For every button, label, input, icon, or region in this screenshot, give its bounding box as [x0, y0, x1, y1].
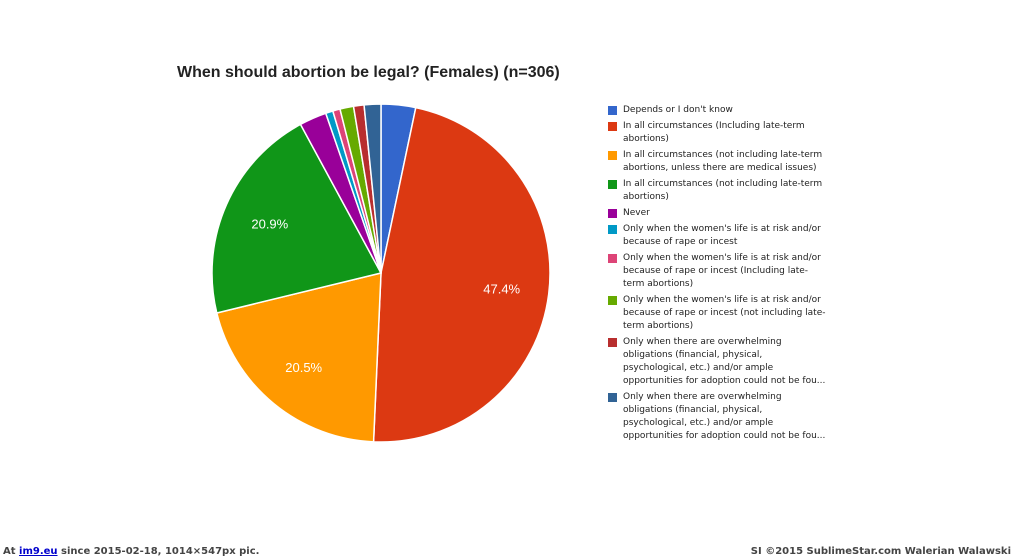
legend-swatch	[608, 254, 617, 263]
legend-label-line: abortions, unless there are medical issu…	[623, 163, 817, 173]
footer-link[interactable]: im9.eu	[19, 546, 58, 557]
legend-label-line: term abortions)	[623, 279, 694, 289]
legend-label: Only when there are overwhelming obligati…	[623, 391, 848, 443]
legend-swatch	[608, 151, 617, 160]
legend-label-line: In all circumstances (Including late-ter…	[623, 121, 805, 131]
pie-slice-10	[363, 103, 382, 274]
legend-label-line: Only when the women's life is at risk an…	[623, 224, 821, 234]
legend-label-line: term abortions)	[623, 321, 694, 331]
legend-item-8: Only when the women's life is at risk an…	[608, 294, 848, 333]
legend-label-line: obligations (financial, physical,	[623, 405, 763, 415]
legend-label-line: because of rape or incest	[623, 237, 738, 247]
legend-swatch	[608, 296, 617, 305]
legend-label-line: In all circumstances (not including late…	[623, 150, 823, 160]
legend-label-line: Depends or I don't know	[623, 105, 733, 115]
legend-swatch	[608, 106, 617, 115]
legend-label-line: psychological, etc.) and/or ample	[623, 418, 774, 428]
legend-item-9: Only when there are overwhelming obligati…	[608, 336, 848, 388]
legend-label-line: opportunities for adoption could not be …	[623, 376, 826, 386]
legend-swatch	[608, 122, 617, 131]
legend-item-5: Never	[608, 207, 848, 220]
legend-label: Depends or I don't know	[623, 104, 848, 117]
legend-label-line: Only when the women's life is at risk an…	[623, 253, 821, 263]
legend-item-7: Only when the women's life is at risk an…	[608, 252, 848, 291]
legend-label-line: abortions)	[623, 192, 669, 202]
legend-item-3: In all circumstances (not including late…	[608, 149, 848, 175]
legend-label: Only when the women's life is at risk an…	[623, 223, 848, 249]
legend-item-4: In all circumstances (not including late…	[608, 178, 848, 204]
legend-label-line: because of rape or incest (not including…	[623, 308, 826, 318]
legend-label-line: abortions)	[623, 134, 669, 144]
chart-legend: Depends or I don't know In all circumstan…	[608, 104, 848, 446]
legend-label-line: obligations (financial, physical,	[623, 350, 763, 360]
legend-label: Only when the women's life is at risk an…	[623, 294, 848, 333]
legend-label-line: In all circumstances (not including late…	[623, 179, 823, 189]
legend-label-line: Never	[623, 208, 650, 218]
legend-label: In all circumstances (Including late-ter…	[623, 120, 848, 146]
legend-item-2: In all circumstances (Including late-ter…	[608, 120, 848, 146]
legend-swatch	[608, 393, 617, 402]
pie-data-label-2: 47.4%	[483, 281, 520, 296]
footer-bar: At im9.eu since 2015-02-18, 1014×547px p…	[0, 545, 1014, 559]
legend-label: Only when the women's life is at risk an…	[623, 252, 848, 291]
legend-label: Never	[623, 207, 848, 220]
footer-credit-left: At im9.eu since 2015-02-18, 1014×547px p…	[3, 546, 259, 557]
legend-swatch	[608, 209, 617, 218]
pie-slice-4	[211, 123, 383, 314]
chart-title: When should abortion be legal? (Females)…	[177, 64, 560, 81]
legend-label: In all circumstances (not including late…	[623, 178, 848, 204]
legend-label-line: opportunities for adoption could not be …	[623, 431, 826, 441]
legend-label-line: psychological, etc.) and/or ample	[623, 363, 774, 373]
legend-label-line: Only when the women's life is at risk an…	[623, 295, 821, 305]
legend-label-line: because of rape or incest (Including lat…	[623, 266, 809, 276]
pie-data-label-3: 20.5%	[285, 360, 322, 375]
legend-item-6: Only when the women's life is at risk an…	[608, 223, 848, 249]
legend-label-line: Only when there are overwhelming	[623, 337, 782, 347]
pie-slice-3	[215, 272, 382, 443]
legend-item-10: Only when there are overwhelming obligati…	[608, 391, 848, 443]
footer-credit-right: SI ©2015 SublimeStar.com Walerian Walaws…	[750, 546, 1011, 557]
legend-label: In all circumstances (not including late…	[623, 149, 848, 175]
pie-chart: 47.4% 20.5% 20.9%	[211, 103, 551, 443]
pie-data-label-4: 20.9%	[251, 217, 288, 232]
footer-prefix: At	[3, 546, 16, 557]
footer-suffix: since 2015-02-18, 1014×547px pic.	[61, 546, 260, 557]
legend-swatch	[608, 338, 617, 347]
legend-label: Only when there are overwhelming obligati…	[623, 336, 848, 388]
pie-slice-2	[372, 106, 551, 443]
legend-item-1: Depends or I don't know	[608, 104, 848, 117]
legend-swatch	[608, 180, 617, 189]
legend-label-line: Only when there are overwhelming	[623, 392, 782, 402]
legend-swatch	[608, 225, 617, 234]
